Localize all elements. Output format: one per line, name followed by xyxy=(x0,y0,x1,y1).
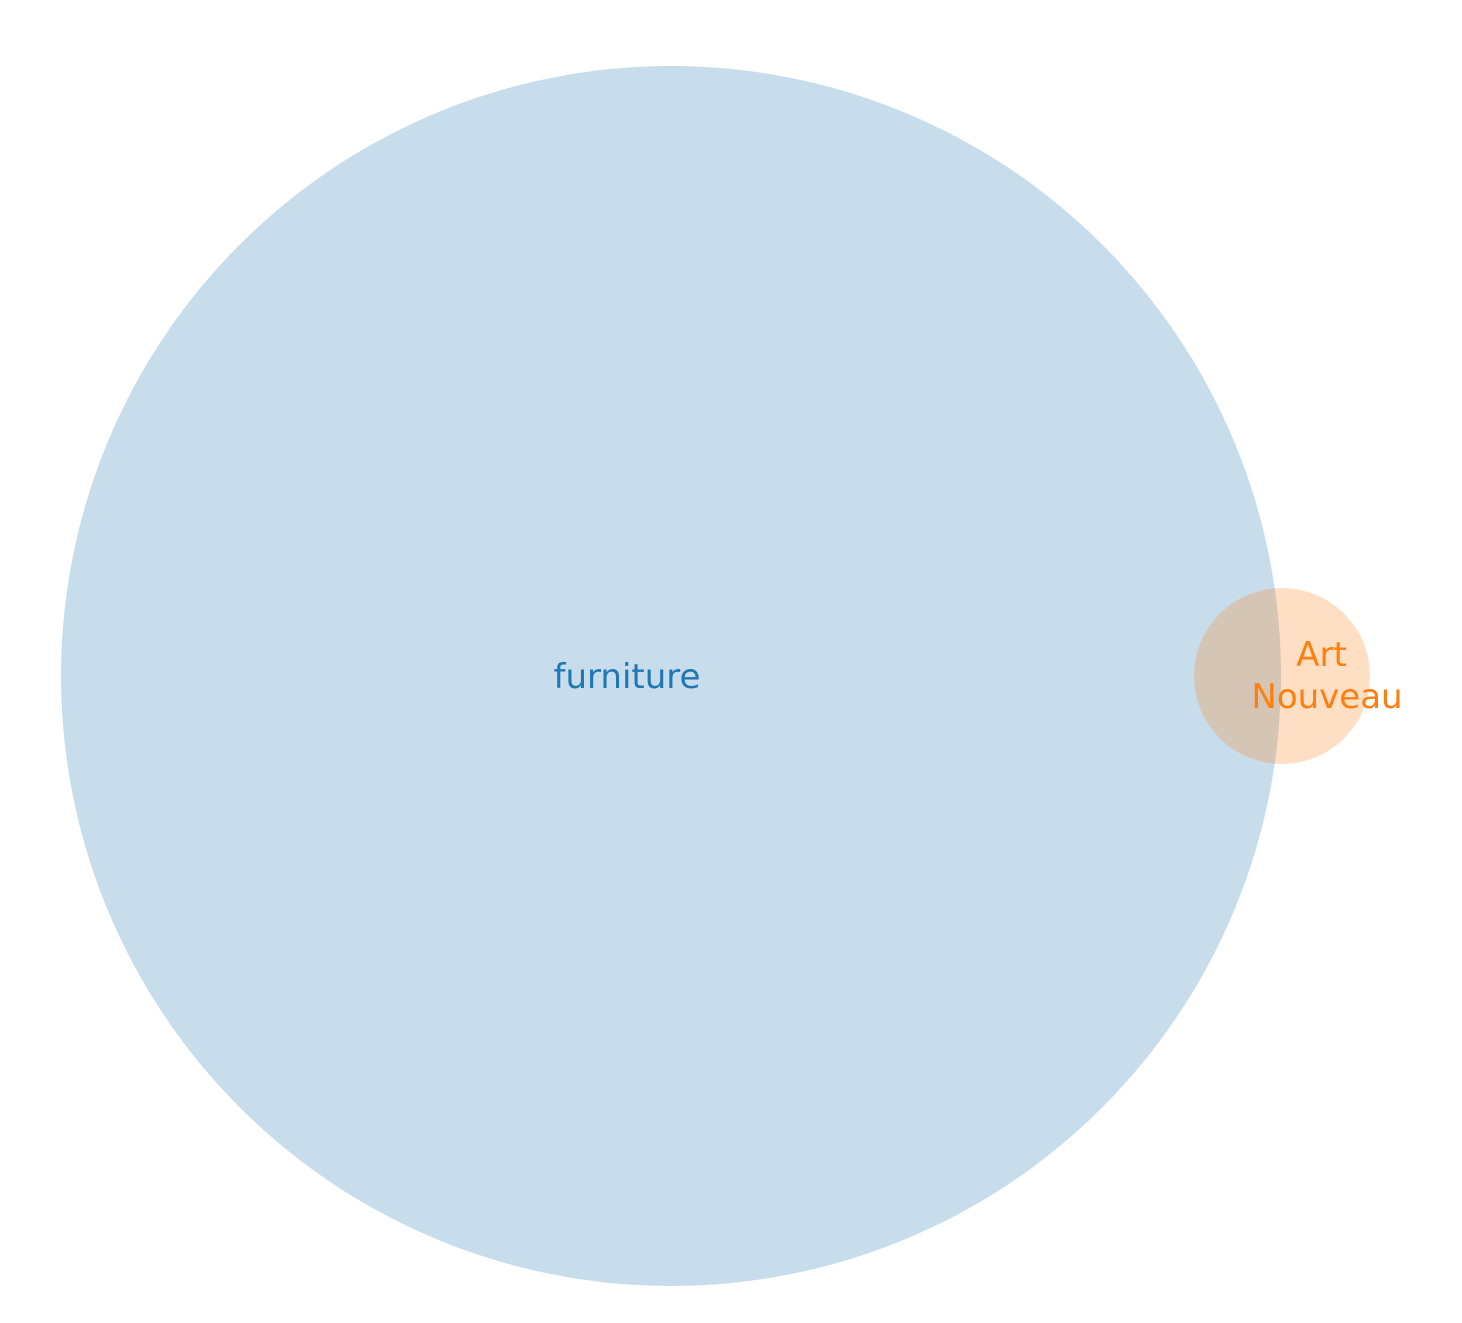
set-label-art-nouveau-line-1: Art xyxy=(1296,635,1347,675)
set-circle-art-nouveau xyxy=(1194,588,1370,764)
set-label-furniture-line-1: furniture xyxy=(554,657,701,697)
set-circle-furniture xyxy=(61,66,1281,1286)
set-label-art-nouveau-line-2: Nouveau xyxy=(1251,677,1402,717)
set-label-furniture: furniture xyxy=(554,657,701,697)
set-label-art-nouveau: Art Nouveau xyxy=(1251,635,1402,717)
